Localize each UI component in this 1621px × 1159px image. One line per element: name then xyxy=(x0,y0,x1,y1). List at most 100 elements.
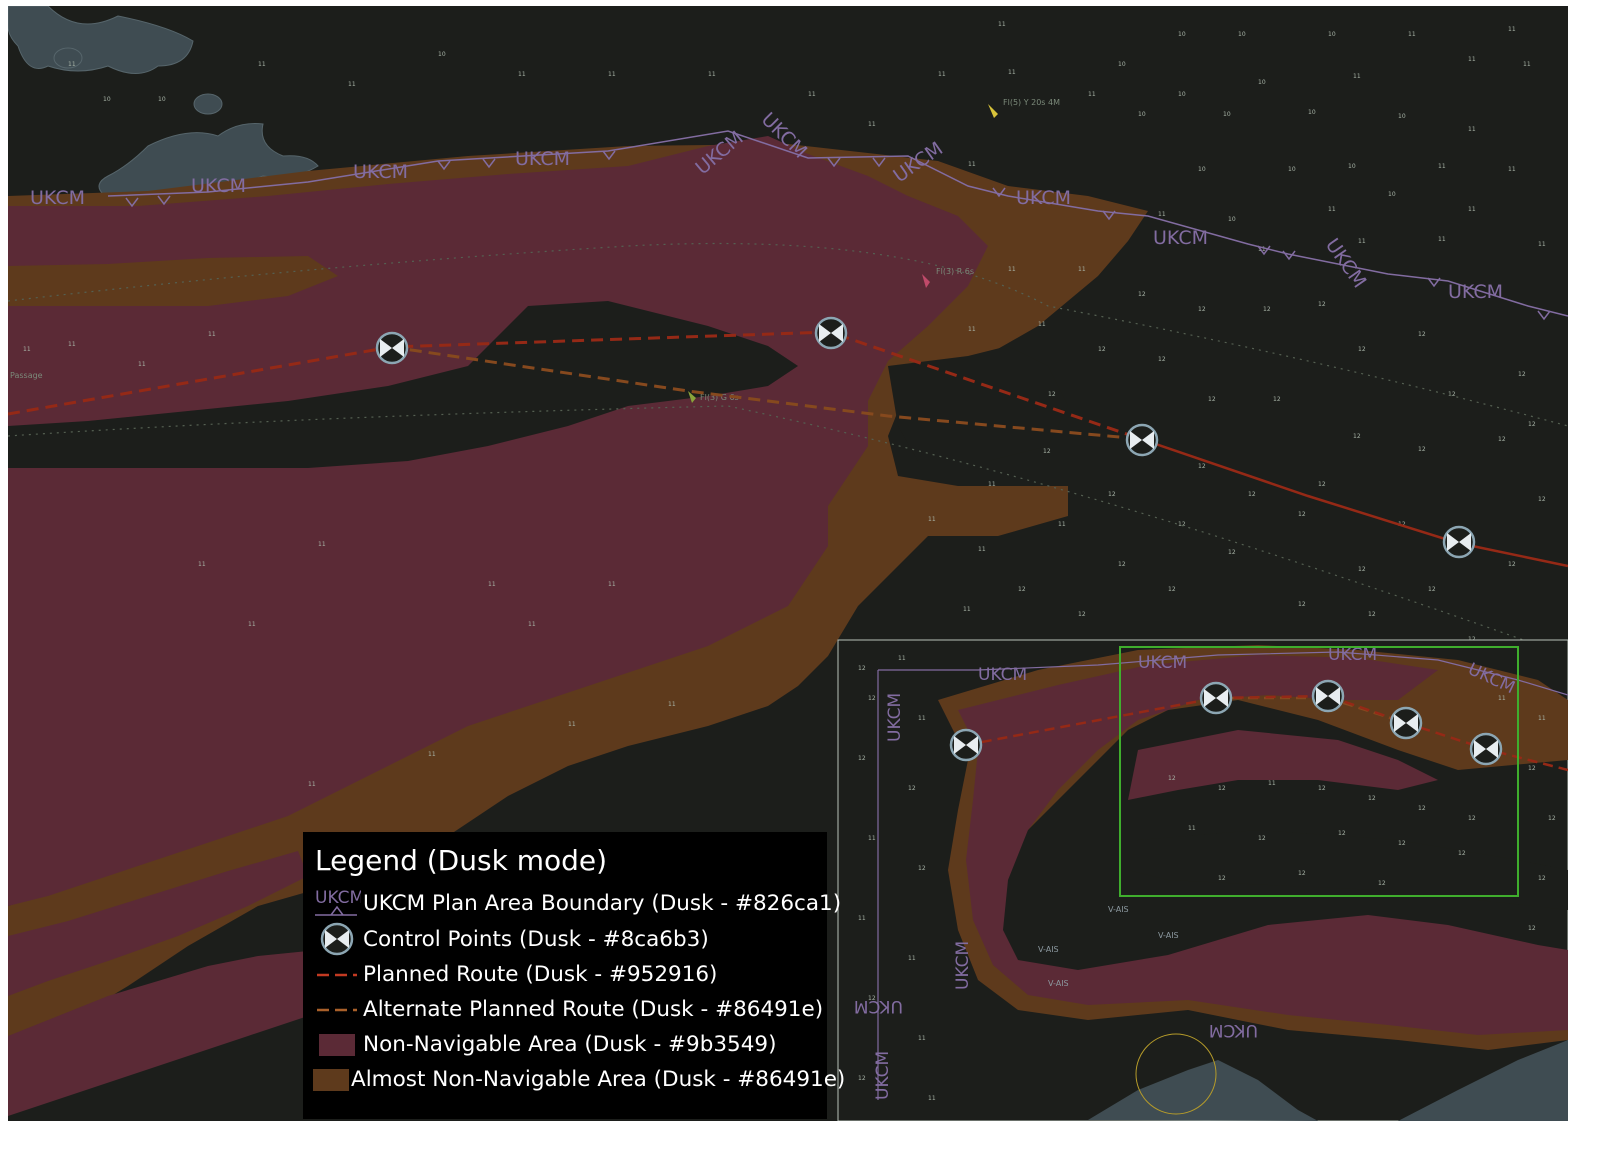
svg-text:11: 11 xyxy=(918,715,926,722)
svg-text:Passage: Passage xyxy=(10,371,43,380)
svg-text:10: 10 xyxy=(1138,111,1146,118)
inset-control-point-1[interactable] xyxy=(949,728,983,762)
svg-text:11: 11 xyxy=(1358,238,1366,245)
inset-control-point-4[interactable] xyxy=(1389,706,1423,740)
svg-text:11: 11 xyxy=(928,516,936,523)
svg-text:11: 11 xyxy=(708,71,716,78)
inset-control-point-3[interactable] xyxy=(1311,679,1345,713)
svg-text:12: 12 xyxy=(1353,433,1361,440)
legend-label-alternate-route: Alternate Planned Route (Dusk - #86491e) xyxy=(363,997,824,1022)
svg-text:12: 12 xyxy=(1368,795,1376,802)
svg-text:11: 11 xyxy=(988,481,996,488)
svg-text:12: 12 xyxy=(1198,306,1206,313)
svg-text:11: 11 xyxy=(868,835,876,842)
control-point-3[interactable] xyxy=(1125,423,1159,457)
svg-text:10: 10 xyxy=(1223,111,1231,118)
svg-text:12: 12 xyxy=(1338,830,1346,837)
inset-control-point-5[interactable] xyxy=(1469,732,1503,766)
svg-text:V-AIS: V-AIS xyxy=(1048,979,1069,988)
svg-text:12: 12 xyxy=(1518,371,1526,378)
svg-text:12: 12 xyxy=(1078,611,1086,618)
svg-text:12: 12 xyxy=(1218,785,1226,792)
svg-text:11: 11 xyxy=(608,581,616,588)
control-point-2[interactable] xyxy=(814,316,848,350)
inset-depth-soundings: 12 11 12 11 12 12 11 12 11 11 12 11 12 11 12 12 11 12 12 1… xyxy=(858,655,1556,1102)
almost-non-navigable-swatch-icon xyxy=(313,1064,349,1096)
legend-label-planned-route: Planned Route (Dusk - #952916) xyxy=(363,962,718,987)
sea-strip xyxy=(8,301,798,468)
svg-text:10: 10 xyxy=(1328,31,1336,38)
svg-text:12: 12 xyxy=(1528,421,1536,428)
inset-view-frame[interactable] xyxy=(1119,646,1519,897)
svg-text:Fl(3) G 6s: Fl(3) G 6s xyxy=(700,393,739,402)
control-point-1[interactable] xyxy=(375,331,409,365)
svg-text:12: 12 xyxy=(1358,566,1366,573)
svg-text:UKCM: UKCM xyxy=(1138,653,1187,673)
legend-boundary-symbol-text: UKCM xyxy=(315,888,361,908)
svg-text:10: 10 xyxy=(1228,216,1236,223)
svg-text:12: 12 xyxy=(1108,491,1116,498)
inset-control-point-2[interactable] xyxy=(1199,681,1233,715)
svg-text:12: 12 xyxy=(1428,586,1436,593)
svg-text:10: 10 xyxy=(158,96,166,103)
svg-text:11: 11 xyxy=(528,621,536,628)
svg-text:11: 11 xyxy=(898,655,906,662)
legend-label-boundary: UKCM Plan Area Boundary (Dusk - #826ca1) xyxy=(363,890,842,916)
svg-text:12: 12 xyxy=(1228,549,1236,556)
svg-text:11: 11 xyxy=(908,955,916,962)
svg-text:UKCM: UKCM xyxy=(1328,645,1377,665)
svg-text:12: 12 xyxy=(868,995,876,1002)
svg-text:11: 11 xyxy=(308,781,316,788)
svg-text:Fl(5) Y 20s 4M: Fl(5) Y 20s 4M xyxy=(1003,98,1060,107)
svg-text:12: 12 xyxy=(1298,870,1306,877)
svg-text:12: 12 xyxy=(1368,611,1376,618)
svg-text:12: 12 xyxy=(908,785,916,792)
svg-text:12: 12 xyxy=(1208,396,1216,403)
control-point-4[interactable] xyxy=(1442,525,1476,559)
svg-text:12: 12 xyxy=(1198,463,1206,470)
svg-text:11: 11 xyxy=(1088,91,1096,98)
svg-text:UKCM: UKCM xyxy=(978,665,1027,685)
alternate-route-icon xyxy=(313,994,361,1026)
svg-text:11: 11 xyxy=(963,606,971,613)
svg-text:11: 11 xyxy=(1008,69,1016,76)
svg-text:11: 11 xyxy=(138,361,146,368)
svg-text:11: 11 xyxy=(1523,61,1531,68)
svg-text:12: 12 xyxy=(1458,850,1466,857)
svg-text:11: 11 xyxy=(208,331,216,338)
legend-item-boundary: UKCM UKCM Plan Area Boundary (Dusk - #82… xyxy=(313,885,841,921)
svg-text:11: 11 xyxy=(608,71,616,78)
svg-text:11: 11 xyxy=(1353,73,1361,80)
svg-text:12: 12 xyxy=(1418,805,1426,812)
alternate-route-line xyxy=(390,345,1142,441)
svg-text:11: 11 xyxy=(1508,166,1516,173)
inset-place-labels: V-AIS V-AIS V-AIS V-AIS xyxy=(1038,905,1179,988)
svg-text:10: 10 xyxy=(1238,31,1246,38)
svg-text:UKCM: UKCM xyxy=(854,996,903,1016)
svg-text:UKCM: UKCM xyxy=(885,693,905,742)
svg-text:11: 11 xyxy=(1078,266,1086,273)
svg-text:UKCM: UKCM xyxy=(30,187,85,209)
svg-text:12: 12 xyxy=(858,1075,866,1082)
legend-label-almost-non-navigable: Almost Non-Navigable Area (Dusk - #86491… xyxy=(351,1067,846,1092)
svg-text:11: 11 xyxy=(858,915,866,922)
inset-map[interactable]: 12 11 12 11 12 12 11 12 11 11 12 11 12 11 12 12 11 12 12 1… xyxy=(837,639,1568,1121)
svg-text:11: 11 xyxy=(248,621,256,628)
legend-item-almost-non-navigable: Almost Non-Navigable Area (Dusk - #86491… xyxy=(313,1062,845,1097)
svg-text:12: 12 xyxy=(1298,511,1306,518)
depth-soundings: 11 10 10 10 11 11 10 10 11 11 11 11 11 11 10 10 10 10 1… xyxy=(23,21,1546,788)
svg-text:11: 11 xyxy=(1258,246,1266,253)
svg-text:12: 12 xyxy=(1098,346,1106,353)
svg-text:11: 11 xyxy=(808,91,816,98)
svg-text:12: 12 xyxy=(1178,521,1186,528)
chart-map[interactable]: 11 10 10 10 11 11 10 10 11 11 11 11 11 11 10 10 10 10 1… xyxy=(8,6,1568,1121)
svg-text:11: 11 xyxy=(1438,236,1446,243)
svg-text:11: 11 xyxy=(488,581,496,588)
svg-text:UKCM: UKCM xyxy=(191,175,246,197)
svg-text:UKCM: UKCM xyxy=(1153,227,1208,249)
svg-text:10: 10 xyxy=(103,96,111,103)
svg-text:12: 12 xyxy=(1468,815,1476,822)
svg-text:11: 11 xyxy=(198,561,206,568)
svg-text:V-AIS: V-AIS xyxy=(1108,905,1129,914)
svg-text:12: 12 xyxy=(1218,875,1226,882)
